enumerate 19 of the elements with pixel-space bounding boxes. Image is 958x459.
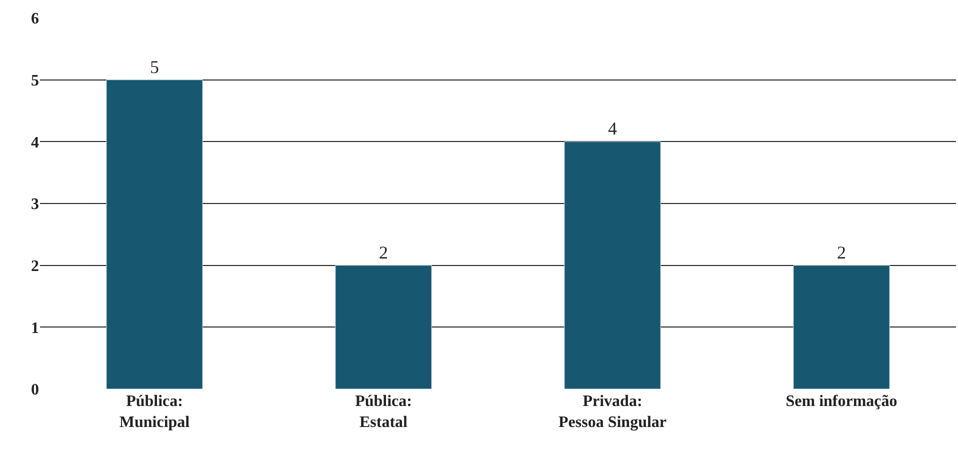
- data-label: 2: [837, 242, 846, 262]
- data-label: 5: [150, 56, 159, 77]
- x-tick-label: Pública: Municipal: [119, 393, 190, 431]
- data-label: 4: [608, 118, 617, 139]
- x-tick-label: Privada: Pessoa Singular: [558, 393, 667, 431]
- y-tick-label: 2: [31, 258, 39, 275]
- bar: [106, 80, 203, 389]
- bar: [335, 265, 432, 389]
- x-tick-label: Sem informação: [786, 393, 898, 410]
- y-tick-label: 0: [31, 382, 39, 399]
- y-tick-label: 1: [31, 320, 39, 337]
- y-tick-label: 6: [31, 10, 39, 28]
- bar: [564, 141, 661, 389]
- y-tick-label: 5: [31, 72, 39, 90]
- data-label: 2: [379, 242, 388, 262]
- x-tick-label: Pública: Estatal: [355, 393, 412, 431]
- y-tick-label: 4: [31, 134, 39, 152]
- y-tick-label: 3: [31, 196, 39, 214]
- bar: [793, 265, 890, 389]
